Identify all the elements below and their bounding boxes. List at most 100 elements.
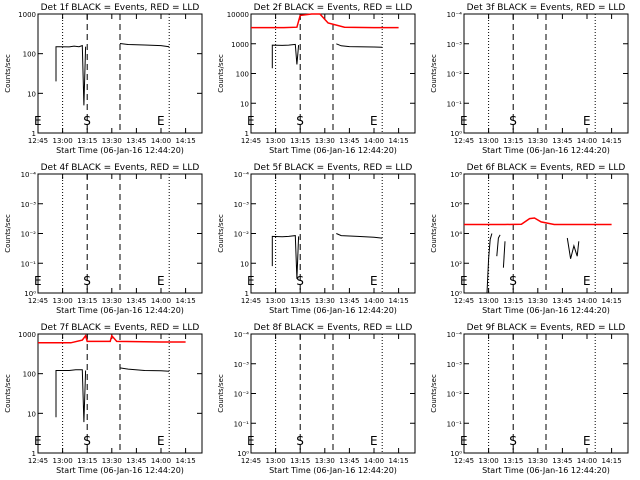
event-marker: E [370, 434, 378, 448]
det-panel-6: Det 6f BLACK = Events, RED = LLD 10⁰ 10² 10… [430, 163, 629, 315]
event-marker: E [583, 434, 591, 448]
series-line-3 [251, 13, 399, 29]
x-tick-label: 13:00 [266, 297, 286, 305]
y-tick-label: 10 [27, 90, 36, 98]
x-tick-label: 14:00 [577, 457, 597, 465]
y-tick-label: 10⁻³ [234, 201, 250, 209]
y-tick-label: 100 [236, 71, 249, 79]
x-tick-label: 13:30 [102, 297, 122, 305]
y-tick-label: 10⁻² [447, 71, 463, 79]
series-line-5 [464, 217, 612, 226]
y-tick-label: 10⁻³ [234, 361, 250, 369]
y-tick-label: 10⁻² [447, 391, 463, 399]
event-marker: E [370, 274, 378, 288]
y-tick-label: 10 [240, 260, 249, 268]
x-tick-label: 13:45 [552, 137, 572, 145]
y-axis-label: Counts/sec [217, 54, 225, 93]
panel-title: Det 2f BLACK = Events, RED = LLD [254, 3, 413, 13]
y-tick-label: 10⁰ [450, 130, 462, 138]
y-tick-label: 1000 [18, 11, 36, 19]
series-line-1 [271, 235, 300, 279]
x-axis-label: Start Time (06-Jan-16 12:44:20) [482, 146, 610, 155]
x-tick-label: 13:15 [290, 137, 310, 145]
y-tick-label: 10⁰ [450, 450, 462, 458]
x-tick-label: 12:45 [28, 137, 48, 145]
x-tick-label: 12:45 [241, 137, 261, 145]
x-tick-label: 13:15 [503, 457, 523, 465]
x-tick-label: 13:00 [53, 137, 73, 145]
det-panel-2: Det 2f BLACK = Events, RED = LLD 1 10 100 10… [217, 3, 416, 155]
x-tick-label: 13:30 [528, 297, 548, 305]
x-tick-label: 14:00 [151, 297, 171, 305]
y-axis-label: Counts/sec [217, 374, 225, 413]
y-tick-label: 10000 [227, 11, 249, 19]
x-tick-label: 13:15 [503, 137, 523, 145]
x-tick-label: 12:45 [241, 457, 261, 465]
x-tick-label: 13:45 [552, 297, 572, 305]
series-line-2 [119, 43, 170, 48]
event-marker: S [296, 114, 304, 128]
event-marker: E [370, 114, 378, 128]
series-line-2 [336, 43, 383, 48]
x-tick-label: 13:00 [266, 137, 286, 145]
event-marker: E [460, 114, 468, 128]
y-tick-label: 10⁰ [237, 450, 249, 458]
event-marker: E [247, 274, 255, 288]
series-line-3 [38, 334, 186, 344]
x-tick-label: 14:00 [577, 297, 597, 305]
x-tick-label: 13:15 [77, 297, 97, 305]
x-tick-label: 13:30 [315, 137, 335, 145]
y-tick-label: 10⁻³ [21, 201, 37, 209]
y-axis-label: Counts/sec [430, 374, 438, 413]
x-tick-label: 13:15 [503, 297, 523, 305]
x-tick-label: 14:15 [176, 457, 196, 465]
det-panel-4: Det 4f BLACK = Events, RED = LLD 10⁰ 10⁻¹ 1… [4, 163, 203, 315]
panel-title: Det 3f BLACK = Events, RED = LLD [467, 3, 626, 13]
y-tick-label: 10⁻² [234, 391, 250, 399]
panel-title: Det 8f BLACK = Events, RED = LLD [254, 323, 413, 333]
event-marker: E [157, 114, 165, 128]
det-panel-8: Det 8f BLACK = Events, RED = LLD 10⁰ 10⁻¹ 1… [217, 323, 416, 475]
event-marker: E [34, 274, 42, 288]
x-tick-label: 13:30 [528, 457, 548, 465]
x-tick-label: 13:45 [126, 297, 146, 305]
y-axis-label: Counts/sec [430, 54, 438, 93]
y-tick-label: 10⁰ [24, 290, 36, 298]
event-marker: E [583, 274, 591, 288]
x-axis-label: Start Time (06-Jan-16 12:44:20) [269, 146, 397, 155]
x-tick-label: 14:15 [602, 457, 622, 465]
event-marker: S [83, 274, 91, 288]
event-marker: E [583, 114, 591, 128]
y-tick-label: 10⁻¹ [234, 420, 250, 428]
x-tick-label: 14:15 [602, 137, 622, 145]
x-axis-label: Start Time (06-Jan-16 12:44:20) [482, 306, 610, 315]
x-tick-label: 14:15 [176, 137, 196, 145]
event-marker: E [34, 434, 42, 448]
series-line-2 [496, 234, 501, 257]
x-tick-label: 14:00 [151, 137, 171, 145]
panel-title: Det 6f BLACK = Events, RED = LLD [467, 163, 626, 173]
y-tick-label: 10⁶ [450, 201, 462, 209]
y-tick-label: 10⁸ [450, 171, 462, 179]
x-tick-label: 13:00 [53, 297, 73, 305]
x-tick-label: 12:45 [454, 297, 474, 305]
event-marker: S [83, 114, 91, 128]
x-tick-label: 13:45 [552, 457, 572, 465]
y-tick-label: 1000 [18, 331, 36, 339]
y-tick-label: 1000 [231, 41, 249, 49]
event-marker: S [509, 114, 517, 128]
x-tick-label: 14:00 [364, 137, 384, 145]
y-tick-label: 1 [245, 130, 249, 138]
x-tick-label: 14:00 [151, 457, 171, 465]
x-tick-label: 12:45 [241, 297, 261, 305]
y-tick-label: 10⁻⁴ [21, 171, 37, 179]
x-tick-label: 14:00 [577, 137, 597, 145]
event-marker: E [34, 114, 42, 128]
x-tick-label: 13:45 [126, 457, 146, 465]
event-marker: E [247, 114, 255, 128]
x-tick-label: 12:45 [454, 137, 474, 145]
event-marker: S [296, 274, 304, 288]
x-tick-label: 12:45 [454, 457, 474, 465]
x-tick-label: 14:15 [389, 297, 409, 305]
det-panel-5: Det 5f BLACK = Events, RED = LLD 1 10 10⁻² 1… [217, 163, 416, 315]
